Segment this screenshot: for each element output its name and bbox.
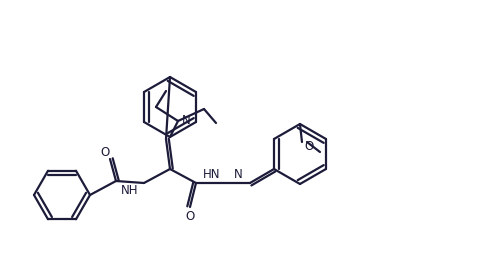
Text: HN: HN xyxy=(203,168,221,182)
Text: O: O xyxy=(185,210,194,222)
Text: N: N xyxy=(234,168,242,182)
Text: N: N xyxy=(182,114,191,126)
Text: NH: NH xyxy=(121,185,139,197)
Text: O: O xyxy=(100,146,109,158)
Text: O: O xyxy=(304,140,313,153)
